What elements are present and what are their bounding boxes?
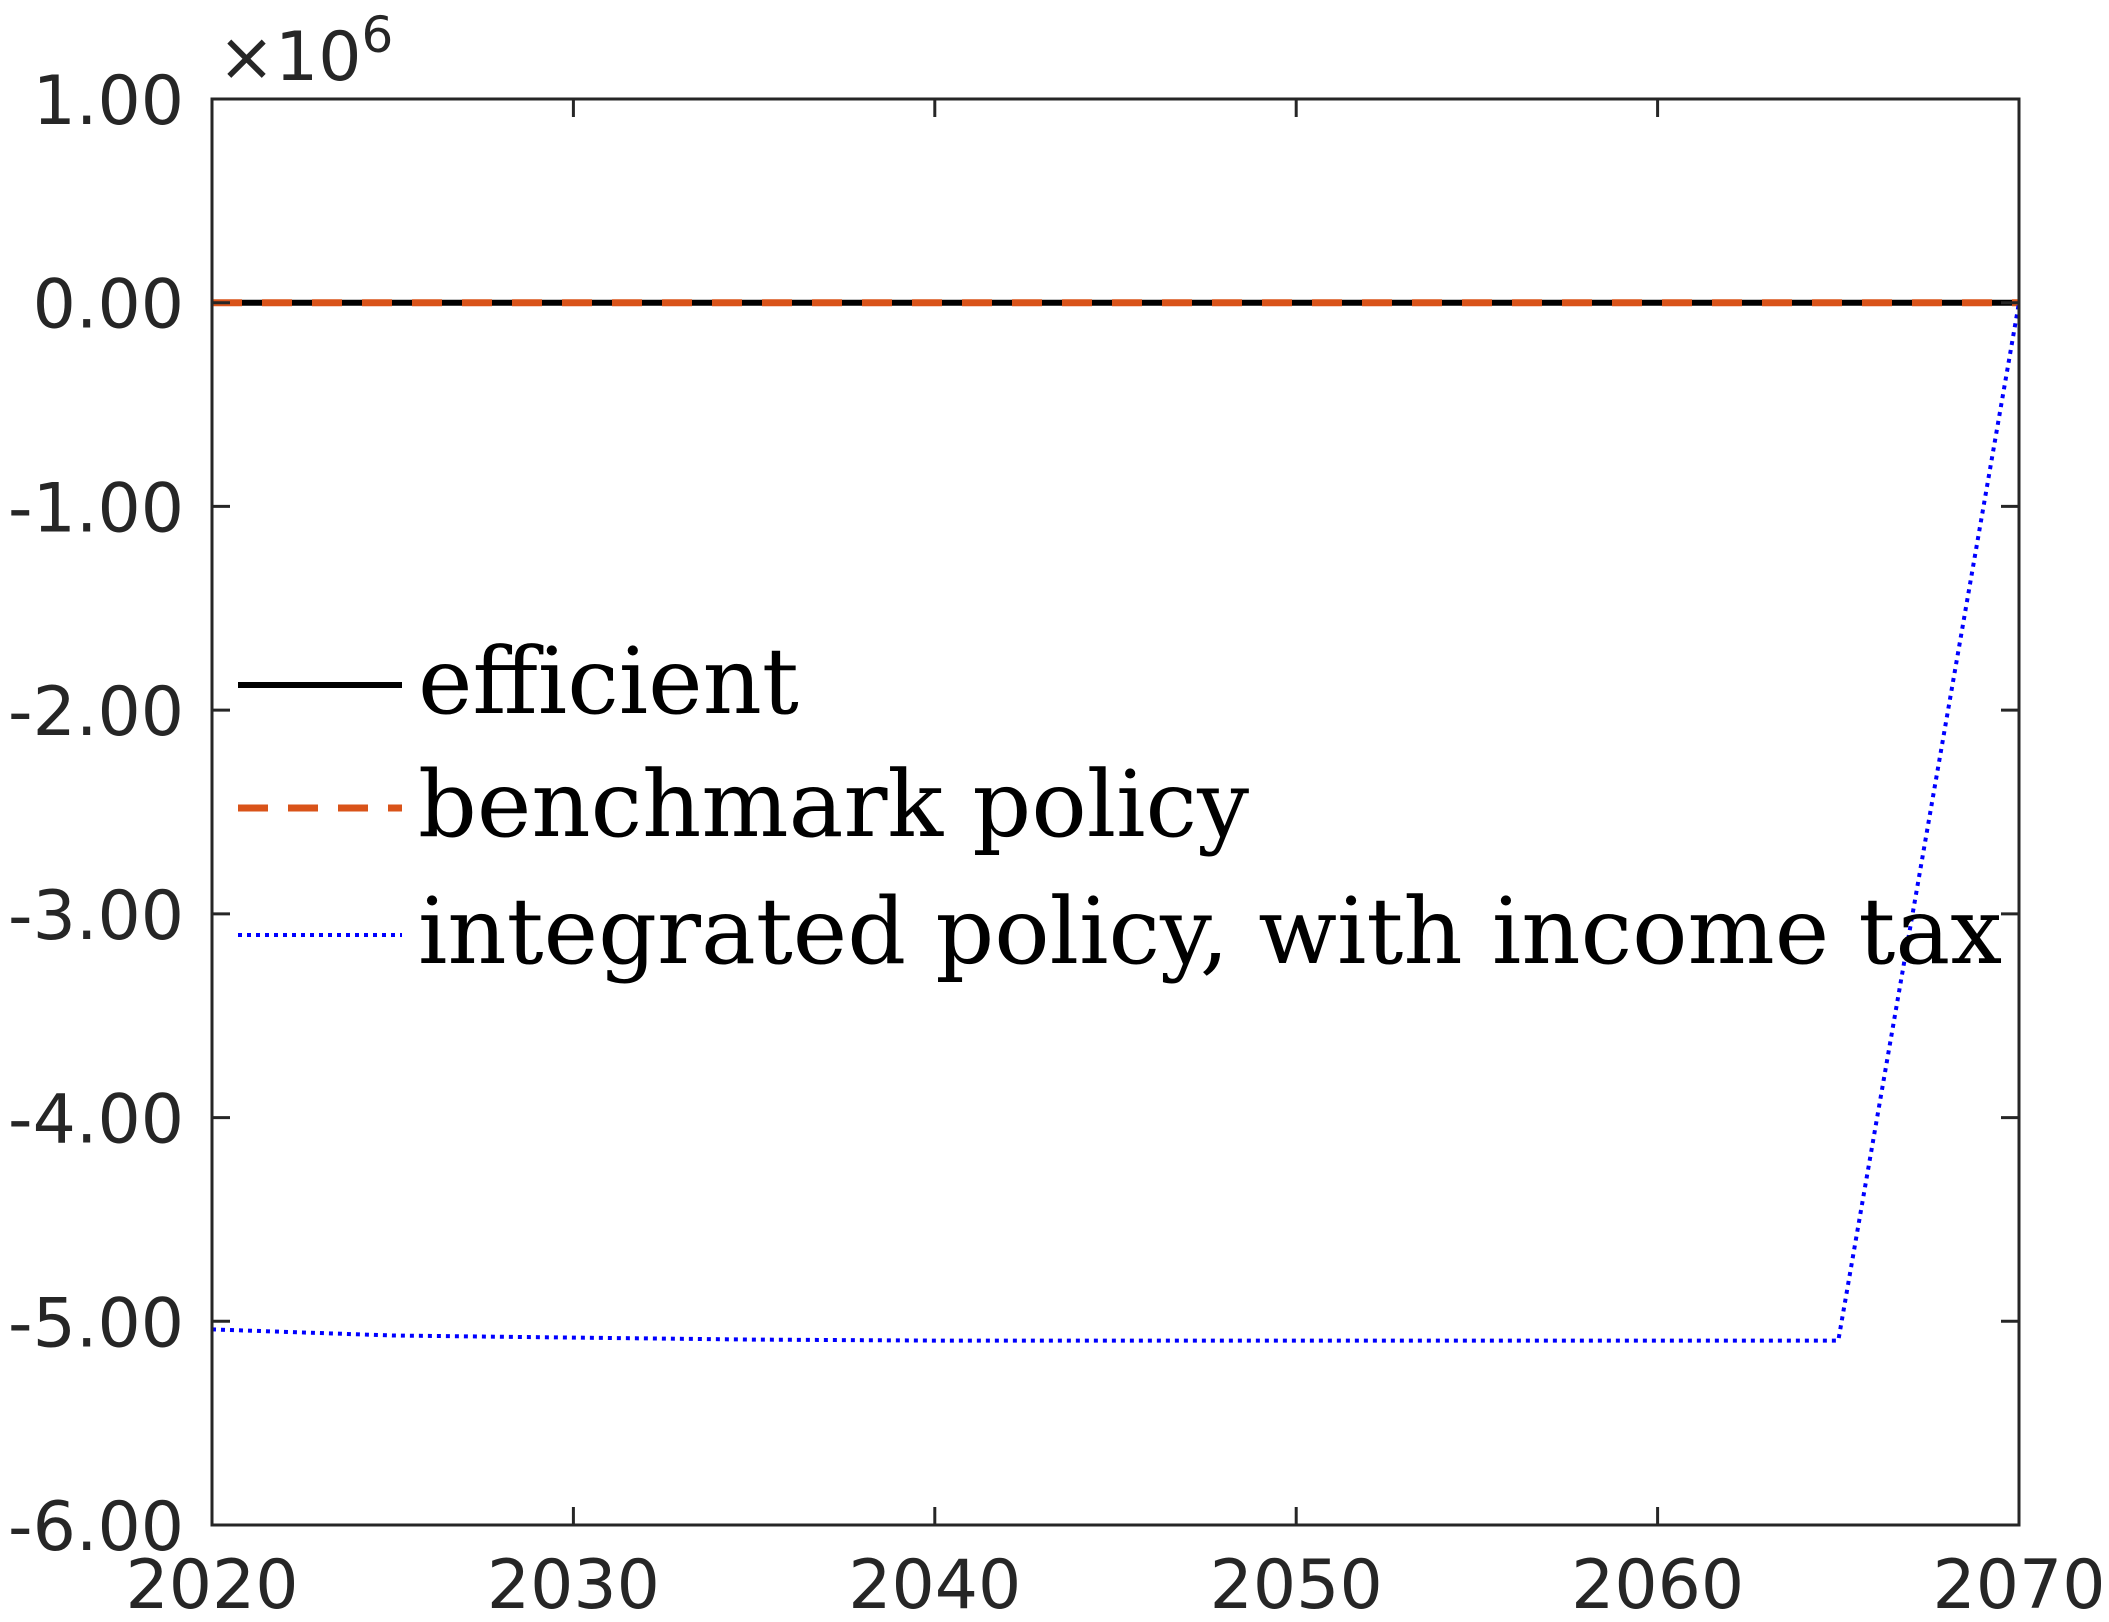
y-tick-label: -2.00	[8, 673, 184, 752]
series-line-integrated-policy-with-income-tax	[211, 302, 2021, 1343]
x-tick-label: 2020	[125, 1546, 298, 1622]
x-tick-label: 2070	[1932, 1546, 2105, 1622]
y-axis-exponent-base: ×10	[218, 18, 362, 97]
x-tick-labels: 2020 2030 2040 2050 2060 2070	[125, 1546, 2105, 1622]
y-axis-exponent-power: 6	[362, 6, 394, 64]
legend-label: benchmark policy	[418, 751, 1249, 858]
y-tick-label: -4.00	[8, 1081, 184, 1160]
x-tick-label: 2040	[848, 1546, 1021, 1622]
y-tick-label: -6.00	[8, 1488, 184, 1567]
plot-area-frame	[210, 97, 2021, 1527]
x-tick-label: 2050	[1210, 1546, 1383, 1622]
y-tick-labels: 1.00 0.00 -1.00 -2.00 -3.00 -4.00 -5.00 -6.00	[8, 62, 184, 1567]
y-tick-label: -5.00	[8, 1284, 184, 1363]
legend-label: integrated policy, with income tax	[418, 878, 2002, 985]
y-tick-label: -3.00	[8, 877, 184, 956]
x-tick-label: 2030	[487, 1546, 660, 1622]
y-axis-exponent: ×106	[218, 6, 393, 97]
legend-label: efficient	[418, 628, 799, 735]
series-layer	[211, 299, 2021, 1343]
y-tick-label: -1.00	[8, 469, 184, 548]
x-tick-label: 2060	[1571, 1546, 1744, 1622]
tick-marks	[210, 97, 2021, 1527]
legend: efficient benchmark policy integrated poli…	[238, 628, 2002, 985]
y-tick-label: 0.00	[33, 266, 184, 345]
y-tick-label: 1.00	[33, 62, 184, 141]
